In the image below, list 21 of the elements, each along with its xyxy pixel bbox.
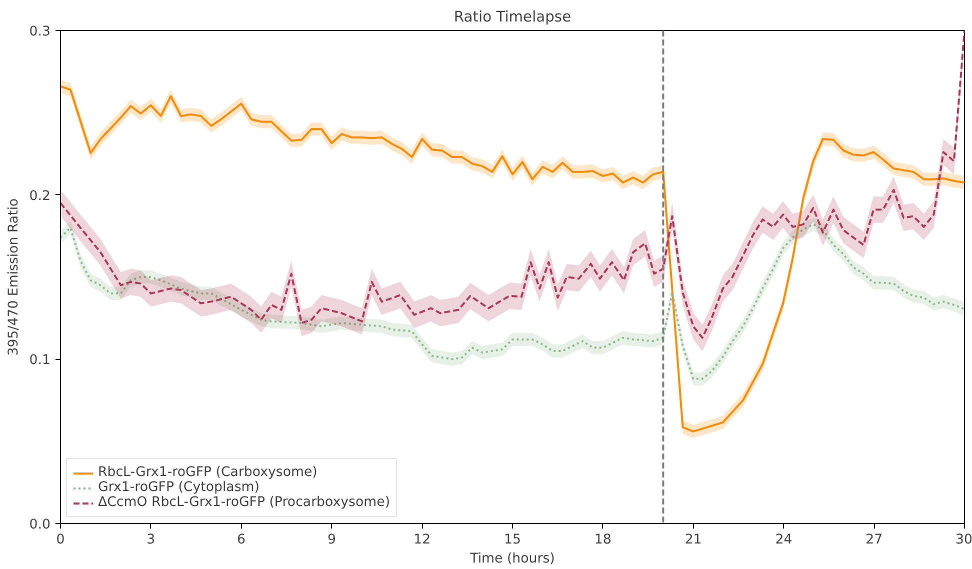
x-tick-label: 18 [594, 532, 612, 548]
x-tick-label: 21 [684, 532, 702, 548]
x-tick-label: 27 [866, 532, 883, 548]
y-tick-label: 0.1 [29, 353, 51, 368]
legend-label: RbcL-Grx1-roGFP (Carboxysome) [98, 465, 318, 480]
x-tick-label: 0 [56, 532, 65, 548]
legend-label: ΔCcmO RbcL-Grx1-roGFP (Procarboxysome) [98, 495, 390, 510]
y-tick-label: 0.2 [29, 188, 51, 204]
x-axis-title: Time (hours) [469, 552, 555, 566]
y-axis-title: 395/470 Emission Ratio [6, 198, 22, 356]
x-tick-label: 24 [775, 532, 792, 548]
x-tick-label: 12 [414, 532, 431, 548]
y-tick-label: 0.3 [29, 24, 51, 40]
x-tick-label: 3 [146, 532, 156, 548]
legend-label: Grx1-roGFP (Cytoplasm) [98, 480, 260, 495]
x-tick-label: 9 [327, 532, 336, 548]
chart-title: Ratio Timelapse [454, 8, 572, 26]
x-tick-label: 30 [956, 532, 972, 548]
y-tick-label: 0.0 [29, 518, 51, 532]
x-tick-label: 15 [504, 532, 521, 548]
x-tick-label: 6 [237, 532, 246, 548]
